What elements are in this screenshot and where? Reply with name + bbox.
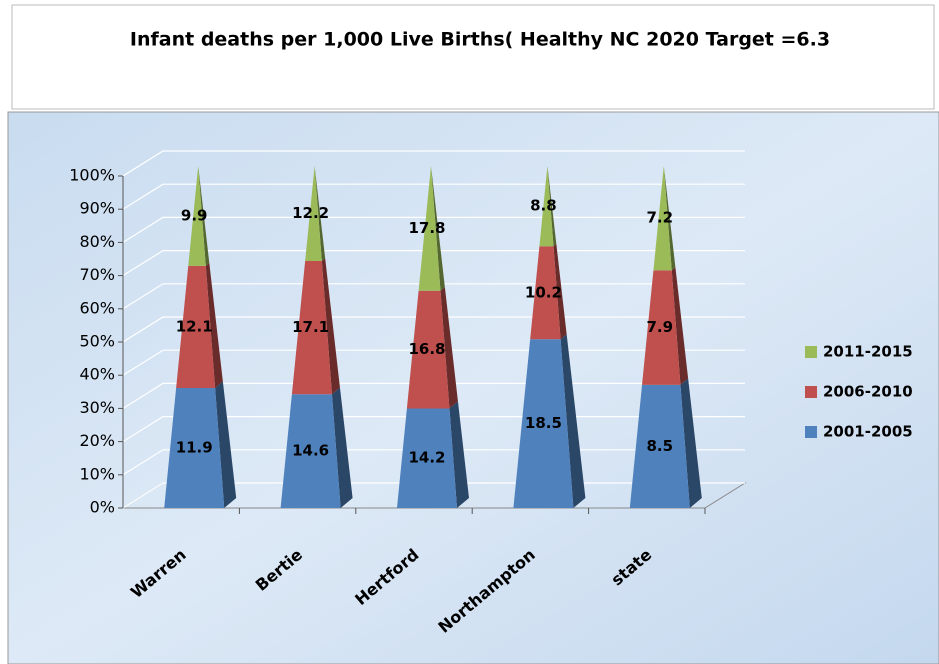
data-label: 14.2 bbox=[408, 449, 445, 467]
data-label: 18.5 bbox=[525, 414, 562, 432]
pyramid-segment bbox=[418, 166, 441, 291]
pyramid-side bbox=[440, 287, 458, 409]
title-box bbox=[11, 4, 935, 110]
legend-swatch bbox=[805, 346, 817, 358]
y-tick-label: 0% bbox=[90, 498, 115, 517]
pyramid-segment bbox=[291, 261, 332, 395]
pyramid-side bbox=[331, 387, 353, 508]
pyramid-segment bbox=[280, 394, 341, 508]
pyramid-segment bbox=[513, 339, 574, 508]
pyramid-segment bbox=[406, 290, 450, 409]
data-label: 16.8 bbox=[408, 340, 445, 358]
legend-swatch bbox=[805, 426, 817, 438]
data-label: 7.2 bbox=[647, 209, 674, 227]
chart-title: Infant deaths per 1,000 Live Births( Hea… bbox=[130, 29, 830, 51]
pyramid-side bbox=[321, 258, 340, 395]
pyramid-side bbox=[314, 166, 326, 262]
grid-line bbox=[122, 150, 745, 177]
grid-line bbox=[122, 183, 745, 210]
legend-label: 2011-2015 bbox=[823, 343, 913, 361]
pyramid-side bbox=[449, 401, 469, 508]
data-label: 8.5 bbox=[647, 437, 674, 455]
legend-label: 2006-2010 bbox=[823, 383, 913, 401]
data-label: 17.1 bbox=[292, 318, 329, 336]
y-tick-label: 60% bbox=[79, 298, 115, 317]
y-tick-label: 100% bbox=[69, 166, 115, 185]
pyramid-side bbox=[560, 334, 586, 508]
pyramid-segment bbox=[397, 408, 457, 508]
pyramid-segment bbox=[642, 270, 681, 385]
y-tick-label: 90% bbox=[79, 199, 115, 218]
pyramid-segment bbox=[305, 166, 322, 262]
y-tick-label: 40% bbox=[79, 365, 115, 384]
data-label: 9.9 bbox=[181, 206, 208, 224]
pyramid-side bbox=[198, 166, 210, 266]
pyramid-side bbox=[431, 166, 445, 291]
plot-background bbox=[7, 111, 939, 664]
data-label: 12.1 bbox=[176, 317, 213, 335]
pyramid-side bbox=[680, 378, 702, 508]
y-tick-label: 30% bbox=[79, 398, 115, 417]
pyramid-segment bbox=[176, 265, 216, 388]
pyramid-side bbox=[663, 166, 676, 271]
data-label: 8.8 bbox=[530, 197, 557, 215]
y-tick-label: 80% bbox=[79, 232, 115, 251]
y-tick-label: 50% bbox=[79, 332, 115, 351]
pyramid-side bbox=[215, 381, 237, 508]
data-label: 14.6 bbox=[292, 442, 329, 460]
y-tick-label: 20% bbox=[79, 431, 115, 450]
pyramid-side bbox=[205, 262, 223, 388]
data-label: 17.8 bbox=[408, 219, 445, 237]
pyramid-segment bbox=[530, 246, 561, 340]
legend-swatch bbox=[805, 386, 817, 398]
pyramid-segment bbox=[188, 166, 206, 266]
data-label: 12.2 bbox=[292, 204, 329, 222]
pyramid-segment bbox=[629, 384, 690, 508]
pyramid-side bbox=[553, 243, 567, 340]
pyramid-side bbox=[547, 166, 557, 247]
y-tick-label: 10% bbox=[79, 464, 115, 483]
y-tick-label: 70% bbox=[79, 265, 115, 284]
pyramid-segment bbox=[653, 166, 672, 271]
data-label: 7.9 bbox=[647, 318, 674, 336]
pyramid-side bbox=[671, 267, 689, 385]
data-label: 11.9 bbox=[176, 438, 213, 456]
legend-label: 2001-2005 bbox=[823, 423, 913, 441]
pyramid-segment bbox=[164, 387, 225, 508]
pyramid-segment bbox=[539, 166, 554, 247]
data-label: 10.2 bbox=[525, 283, 562, 301]
